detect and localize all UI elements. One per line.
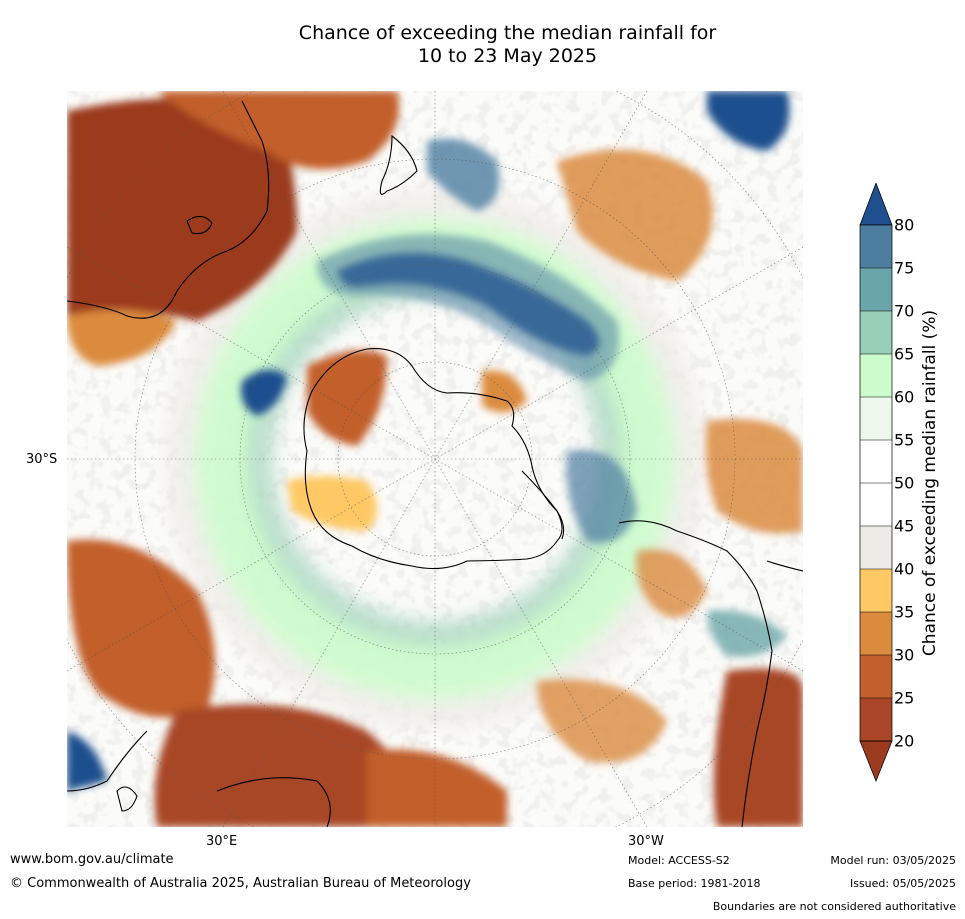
colorbar-tick-60: 60 xyxy=(894,387,915,407)
colorbar-tick-40: 40 xyxy=(894,559,915,579)
colorbar-swatch-70-75 xyxy=(860,268,892,311)
graticule xyxy=(67,91,803,827)
south-america-coast xyxy=(618,520,773,827)
colorbar-top-arrow xyxy=(859,182,893,226)
colorbar-swatch-40-45 xyxy=(860,526,892,569)
rainfall-map xyxy=(67,91,803,827)
colorbar-bottom-arrow xyxy=(859,740,893,782)
map-canvas xyxy=(67,91,803,827)
colorbar-swatch-75-80 xyxy=(860,225,892,268)
latitude-label: 30°S xyxy=(26,452,58,467)
model-text: Model: ACCESS-S2 xyxy=(628,854,730,867)
colorbar-tick-20: 20 xyxy=(894,731,915,751)
colorbar-swatch-55-60 xyxy=(860,397,892,440)
longitude-label-west: 30°W xyxy=(628,834,664,849)
colorbar-tick-35: 35 xyxy=(894,602,915,622)
map-title: Chance of exceeding the median rainfall … xyxy=(160,22,855,68)
colorbar-swatch-25-30 xyxy=(860,655,892,698)
coastlines xyxy=(67,100,803,827)
colorbar-tick-45: 45 xyxy=(894,516,915,536)
longitude-label-east: 30°E xyxy=(206,834,238,849)
title-line-2: 10 to 23 May 2025 xyxy=(417,45,598,67)
africa-coast xyxy=(67,730,148,792)
colorbar-swatch-35-40 xyxy=(860,569,892,612)
wet-anomaly-band xyxy=(67,91,790,791)
issued-text: Issued: 05/05/2025 xyxy=(849,877,956,890)
new-zealand-coast xyxy=(379,134,418,195)
colorbar-svg xyxy=(859,182,893,782)
copyright-text: © Commonwealth of Australia 2025, Austra… xyxy=(10,876,471,891)
website-link[interactable]: www.bom.gov.au/climate xyxy=(10,852,174,867)
colorbar-swatch-30-35 xyxy=(860,612,892,655)
colorbar-swatch-20-25 xyxy=(860,698,892,741)
colorbar-tick-75: 75 xyxy=(894,258,915,278)
colorbar-tick-25: 25 xyxy=(894,688,915,708)
colorbar-tick-80: 80 xyxy=(894,215,915,235)
antarctica-coast xyxy=(303,348,563,570)
colorbar-tick-55: 55 xyxy=(894,430,915,450)
colorbar-swatch-65-70 xyxy=(860,311,892,354)
disclaimer-text: Boundaries are not considered authoritat… xyxy=(712,900,956,913)
colorbar-swatch-60-65 xyxy=(860,354,892,397)
dry-anomaly-regions xyxy=(67,91,803,827)
colorbar-tick-50: 50 xyxy=(894,473,915,493)
colorbar-swatch-45-50 xyxy=(860,483,892,526)
base-period-text: Base period: 1981-2018 xyxy=(628,877,761,890)
colorbar-title: Chance of exceeding median rainfall (%) xyxy=(920,309,940,657)
colorbar-swatch-50-55 xyxy=(860,440,892,483)
model-run-text: Model run: 03/05/2025 xyxy=(830,854,956,867)
australia-coast xyxy=(67,100,270,319)
colorbar-tick-30: 30 xyxy=(894,645,915,665)
peninsula-coast xyxy=(521,470,565,540)
colorbar xyxy=(858,182,894,787)
colorbar-tick-65: 65 xyxy=(894,344,915,364)
title-line-1: Chance of exceeding the median rainfall … xyxy=(298,22,717,44)
colorbar-tick-70: 70 xyxy=(894,301,915,321)
